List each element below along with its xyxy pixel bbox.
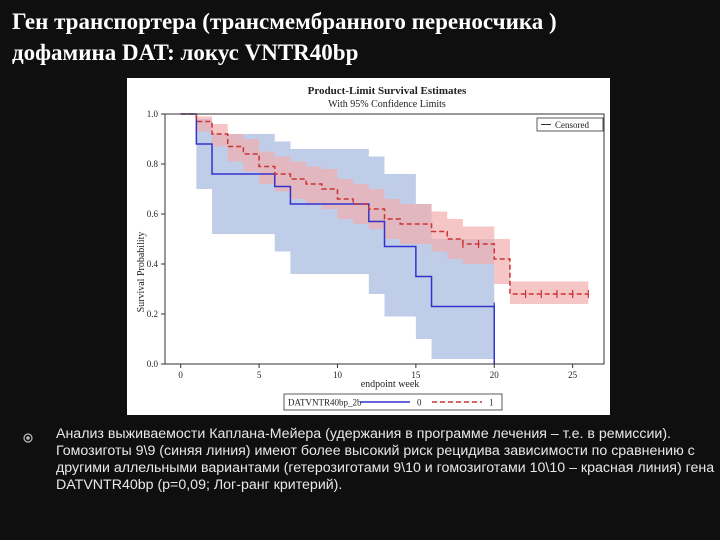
x-tick-label: 5 — [257, 370, 262, 380]
censored-legend-box — [536, 117, 604, 132]
circle-bullet-icon — [23, 433, 33, 443]
chart-subtitle: With 95% Confidence Limits — [328, 99, 446, 110]
censored-legend: Censored — [536, 117, 604, 132]
y-axis-label: Survival Probability — [136, 232, 147, 313]
x-tick-label: 20 — [490, 370, 500, 380]
slide-title-line2: дофамина DAT: локус VNTR40bp — [12, 40, 359, 65]
x-tick-label: 25 — [568, 370, 578, 380]
strata-legend: DATVNTR40bp_2b 0 1 — [283, 393, 503, 411]
survival-line-0 — [180, 113, 495, 364]
y-tick-label: 0.0 — [147, 359, 159, 369]
strata-legend-title: DATVNTR40bp_2b — [288, 398, 362, 408]
x-axis-label: endpoint week — [361, 379, 420, 390]
x-tick-label: 10 — [333, 370, 343, 380]
y-tick-label: 0.6 — [147, 209, 159, 219]
y-tick-label: 1.0 — [147, 109, 159, 119]
plot-layer — [180, 113, 589, 364]
censored-legend-label: Censored — [555, 120, 589, 130]
slide-title: Ген транспортера (трансмембранного перен… — [12, 6, 712, 68]
x-tick-label: 0 — [178, 370, 183, 380]
y-tick-label: 0.2 — [147, 309, 158, 319]
confidence-band-0 — [180, 114, 495, 364]
y-tick-label: 0.8 — [147, 159, 159, 169]
slide-title-line1: Ген транспортера (трансмембранного перен… — [12, 9, 557, 34]
strata-legend-label-1: 1 — [489, 398, 494, 408]
survival-line-1 — [180, 113, 589, 295]
x-tick-label: 15 — [411, 370, 421, 380]
plot-frame — [164, 113, 605, 365]
chart-title: Product-Limit Survival Estimates — [308, 85, 467, 97]
axis-layer: 0 5 10 15 20 25 0.0 0.2 0.4 0.6 0.8 1.0 — [147, 109, 578, 380]
strata-legend-label-0: 0 — [417, 398, 422, 408]
survival-chart: Product-Limit Survival Estimates With 95… — [127, 78, 610, 415]
y-tick-label: 0.4 — [147, 259, 159, 269]
slide-caption: Анализ выживаемости Каплана-Мейера (удер… — [56, 426, 715, 493]
